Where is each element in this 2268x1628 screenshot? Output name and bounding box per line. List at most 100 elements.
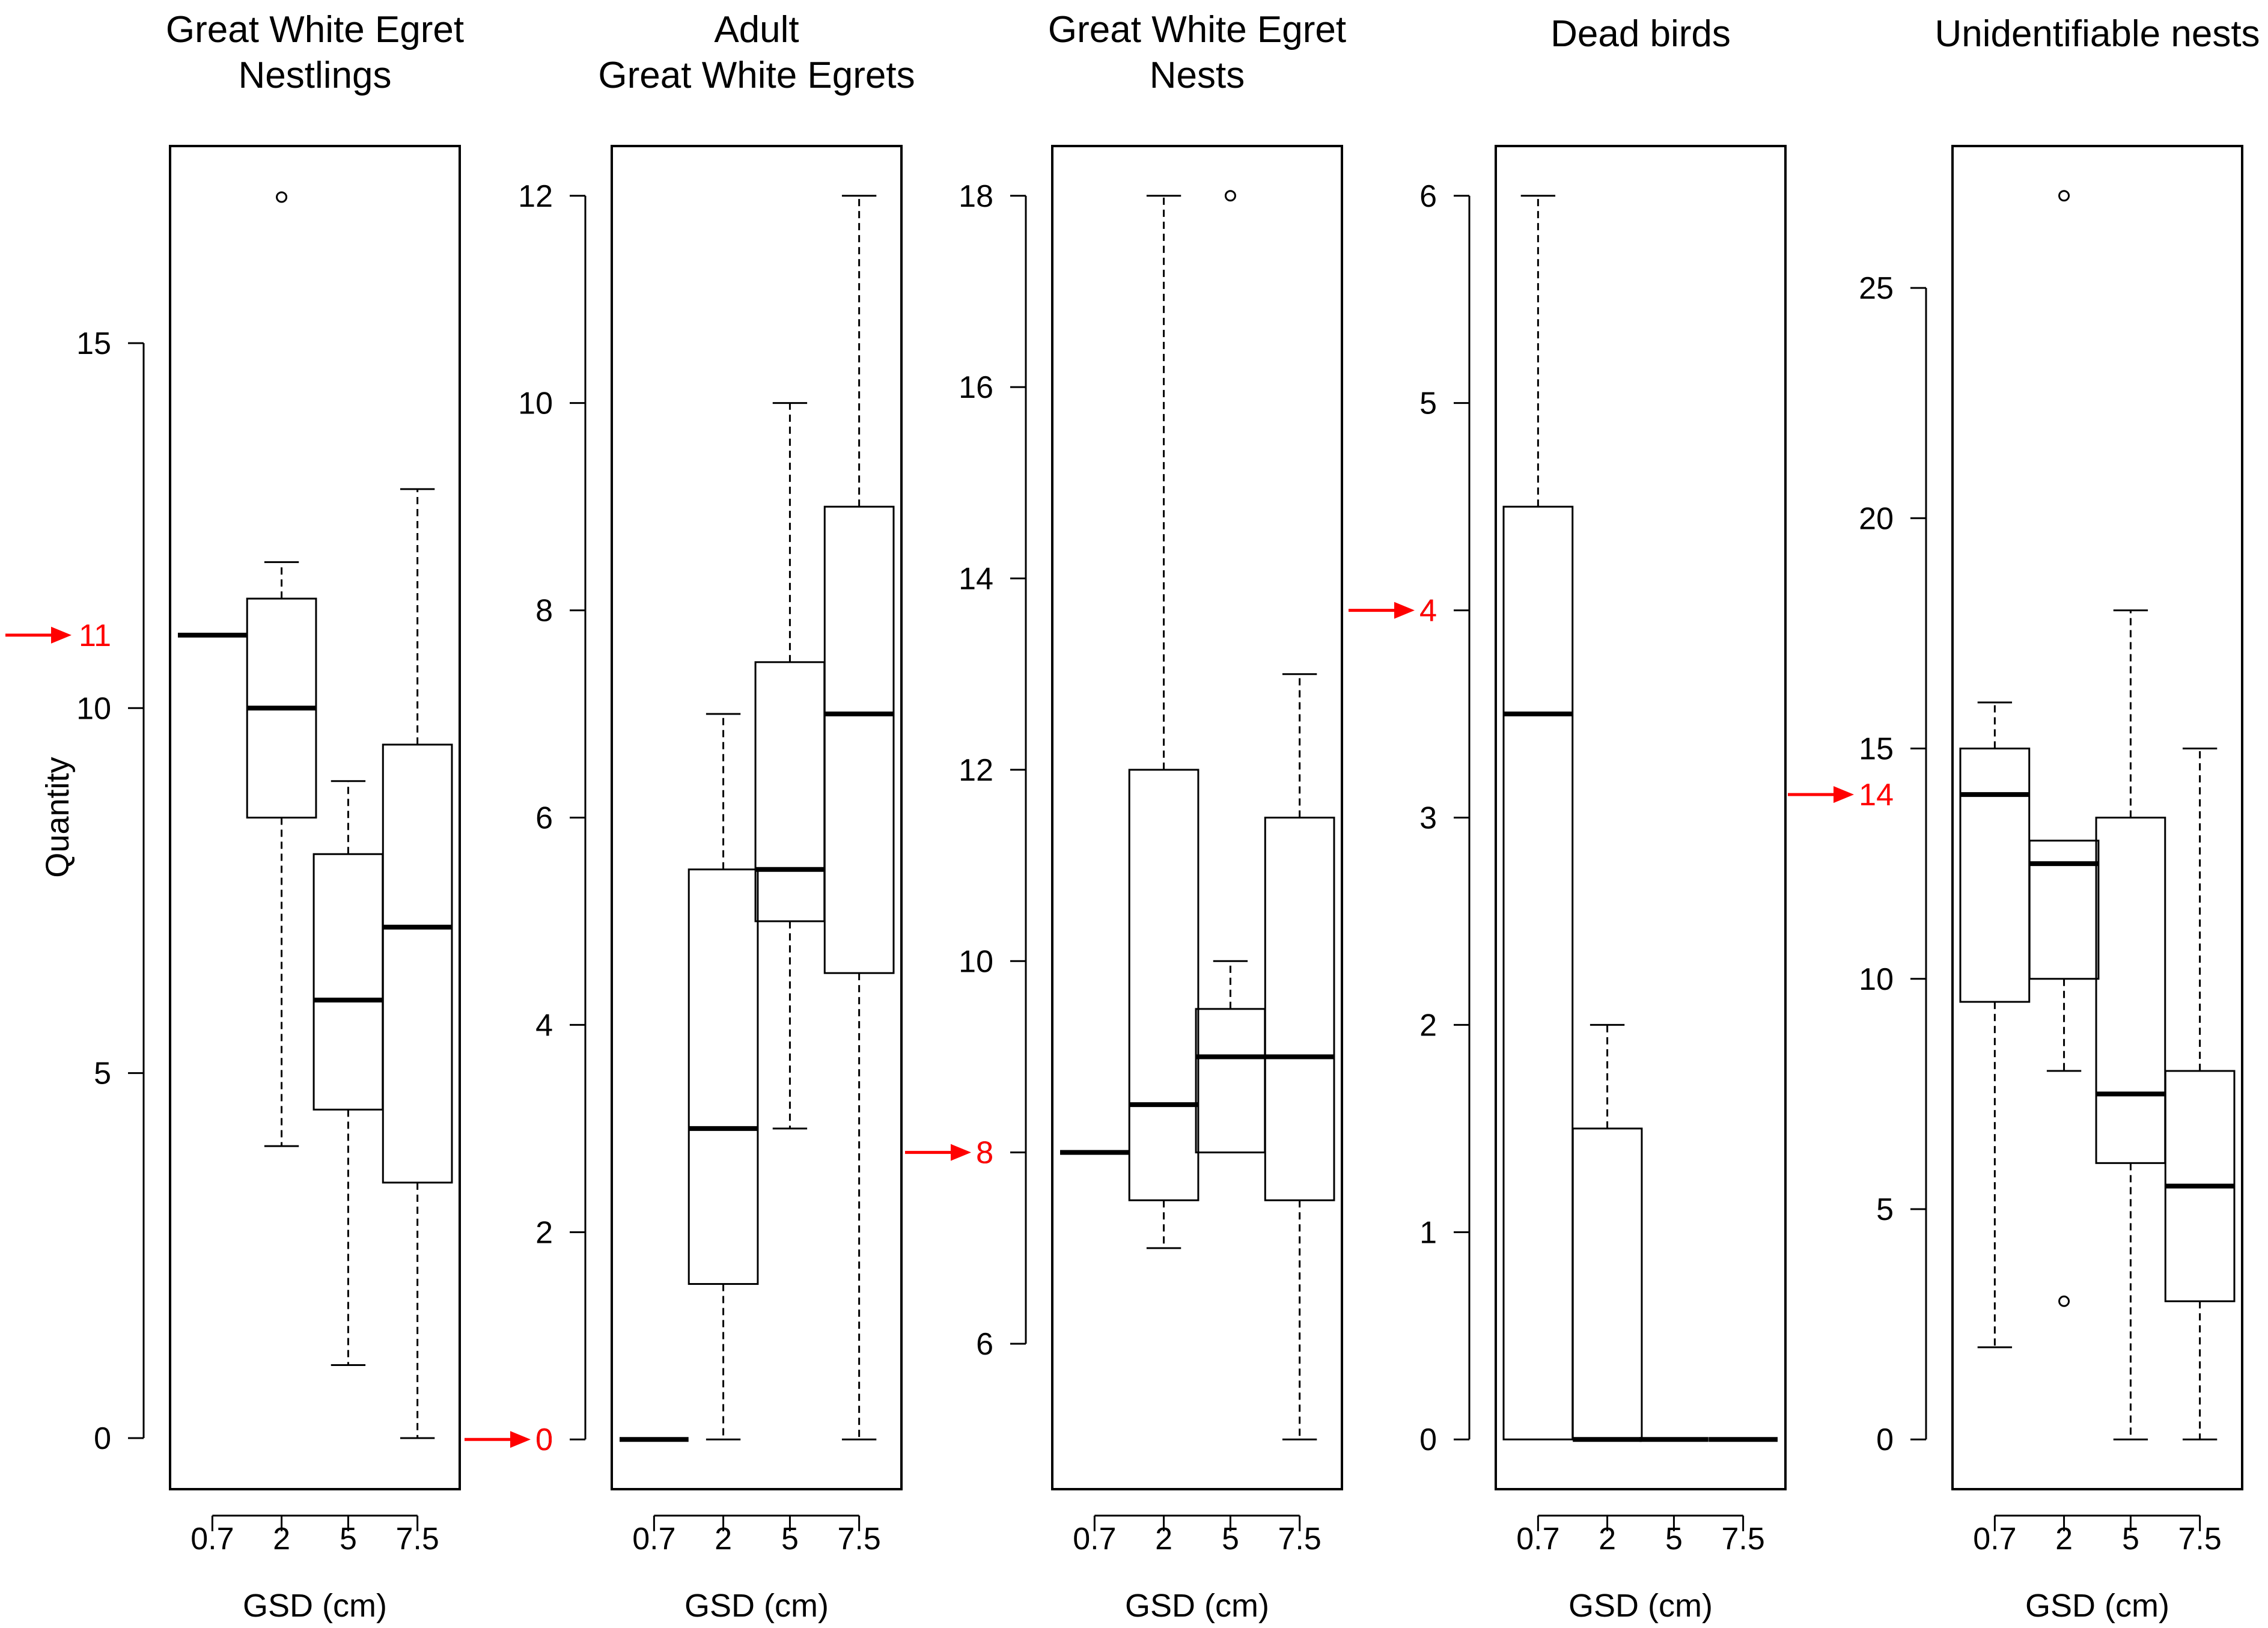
y-tick-label: 8 bbox=[535, 594, 553, 629]
y-tick-label: 10 bbox=[76, 691, 111, 726]
y-tick-label: 4 bbox=[1419, 594, 1437, 629]
x-tick-label: 0.7 bbox=[191, 1522, 234, 1556]
outlier-point bbox=[2058, 190, 2070, 202]
y-tick-label: 5 bbox=[1419, 386, 1437, 421]
x-tick-label: 0.7 bbox=[1073, 1522, 1116, 1556]
x-axis-label: GSD (cm) bbox=[243, 1588, 387, 1624]
box-7.5 bbox=[382, 488, 453, 1439]
x-tick-label: 7.5 bbox=[1721, 1522, 1764, 1556]
x-tick-label: 2 bbox=[273, 1522, 290, 1556]
y-axis: 0 2 4 6 8 10 12 bbox=[518, 179, 587, 1457]
x-tick-label: 2 bbox=[1155, 1522, 1172, 1556]
x-tick-label: 0.7 bbox=[1973, 1522, 2016, 1556]
plot-frame bbox=[169, 145, 461, 1490]
y-tick-label: 2 bbox=[535, 1215, 553, 1250]
reference-label: 11 bbox=[79, 618, 111, 653]
box-5 bbox=[312, 780, 384, 1367]
x-tick-label: 2 bbox=[1599, 1522, 1616, 1556]
box-iqr bbox=[1571, 1127, 1643, 1441]
box-iqr bbox=[1128, 769, 1200, 1201]
y-tick-label: 5 bbox=[94, 1056, 111, 1091]
y-axis: 0 1 2 3 4 5 6 bbox=[1419, 179, 1471, 1457]
box-2 bbox=[1128, 195, 1200, 1249]
y-tick-label: 0 bbox=[1876, 1422, 1894, 1457]
x-axis-label: GSD (cm) bbox=[1568, 1588, 1713, 1624]
box-7.5 bbox=[1264, 673, 1335, 1441]
y-axis: 0 5 10 15 20 25 bbox=[1859, 271, 1927, 1457]
box-0.7 bbox=[1502, 195, 1574, 1441]
y-tick-label: 2 bbox=[1419, 1008, 1437, 1043]
panel-title-line: Great White Egret bbox=[166, 9, 464, 50]
box-5 bbox=[2095, 609, 2166, 1441]
box-iqr bbox=[754, 661, 826, 922]
y-tick-label: 4 bbox=[535, 1008, 553, 1043]
box-2 bbox=[687, 713, 759, 1441]
y-tick-label: 18 bbox=[959, 179, 993, 214]
y-tick-label: 0 bbox=[1419, 1422, 1437, 1457]
y-tick-label: 14 bbox=[959, 562, 993, 597]
x-axis: 0.7 2 5 7.5 bbox=[1973, 1514, 2222, 1556]
x-tick-label: 7.5 bbox=[837, 1522, 880, 1556]
reference-marker: 0 bbox=[465, 1422, 553, 1457]
x-tick-label: 5 bbox=[1665, 1522, 1683, 1556]
outlier-point bbox=[1224, 190, 1236, 202]
x-tick-label: 7.5 bbox=[2178, 1522, 2221, 1556]
reference-arrow-head bbox=[1834, 786, 1854, 803]
panel-title-line: Unidentifiable nests bbox=[1934, 13, 2260, 55]
reference-label: 14 bbox=[1859, 778, 1894, 812]
box-2 bbox=[2028, 190, 2100, 1307]
box-iqr bbox=[1959, 748, 2031, 1003]
x-tick-label: 5 bbox=[340, 1522, 357, 1556]
box-iqr bbox=[823, 505, 895, 974]
y-tick-label: 12 bbox=[959, 753, 993, 788]
reference-label: 0 bbox=[535, 1422, 553, 1457]
y-tick-label: 5 bbox=[1876, 1192, 1894, 1227]
x-axis: 0.7 2 5 7.5 bbox=[632, 1514, 881, 1556]
x-axis: 0.7 2 5 7.5 bbox=[191, 1514, 439, 1556]
box-5 bbox=[1195, 190, 1266, 1154]
panel-title-line: Nestlings bbox=[239, 55, 392, 96]
x-tick-label: 7.5 bbox=[395, 1522, 439, 1556]
x-tick-label: 2 bbox=[715, 1522, 732, 1556]
y-tick-label: 15 bbox=[76, 326, 111, 361]
reference-arrow-head bbox=[1394, 602, 1415, 619]
box-iqr bbox=[1264, 817, 1335, 1201]
x-tick-label: 0.7 bbox=[632, 1522, 675, 1556]
x-axis-label: GSD (cm) bbox=[684, 1588, 829, 1624]
reference-label: 8 bbox=[976, 1136, 993, 1171]
box-iqr bbox=[2095, 817, 2166, 1164]
reference-marker: 11 bbox=[5, 618, 111, 653]
box-iqr bbox=[382, 743, 453, 1184]
x-tick-label: 7.5 bbox=[1278, 1522, 1321, 1556]
plot-frame bbox=[1051, 145, 1343, 1490]
panel-title-line: Nests bbox=[1150, 55, 1245, 96]
x-axis: 0.7 2 5 7.5 bbox=[1073, 1514, 1321, 1556]
panel-1: Great White Egret Nestlings 0 5 10 15 0.7 2 5 7.5… bbox=[5, 9, 464, 1624]
reference-arrow-head bbox=[510, 1431, 531, 1448]
box-7.5 bbox=[2164, 748, 2236, 1441]
y-tick-label: 15 bbox=[1859, 732, 1894, 767]
y-axis-label: Quantity bbox=[40, 757, 76, 877]
box-2 bbox=[246, 191, 317, 1147]
box-iqr bbox=[312, 853, 384, 1111]
x-tick-label: 5 bbox=[1222, 1522, 1239, 1556]
outlier-point bbox=[276, 191, 288, 203]
x-axis-label: GSD (cm) bbox=[1125, 1588, 1269, 1624]
x-tick-label: 5 bbox=[781, 1522, 799, 1556]
plot-frame bbox=[611, 145, 903, 1490]
y-tick-label: 10 bbox=[518, 386, 553, 421]
y-tick-label: 6 bbox=[1419, 179, 1437, 214]
y-tick-label: 6 bbox=[976, 1327, 993, 1362]
panel-title-line: Adult bbox=[714, 9, 799, 50]
reference-marker: 4 bbox=[1349, 594, 1437, 629]
x-tick-label: 2 bbox=[2055, 1522, 2073, 1556]
plot-frame bbox=[1951, 145, 2243, 1490]
y-tick-label: 16 bbox=[959, 370, 993, 405]
reference-arrow-head bbox=[951, 1144, 971, 1161]
y-axis: 0 5 10 15 bbox=[76, 326, 145, 1456]
box-5 bbox=[754, 402, 826, 1130]
panel-title-line: Great White Egrets bbox=[598, 55, 915, 96]
y-tick-label: 20 bbox=[1859, 501, 1894, 536]
